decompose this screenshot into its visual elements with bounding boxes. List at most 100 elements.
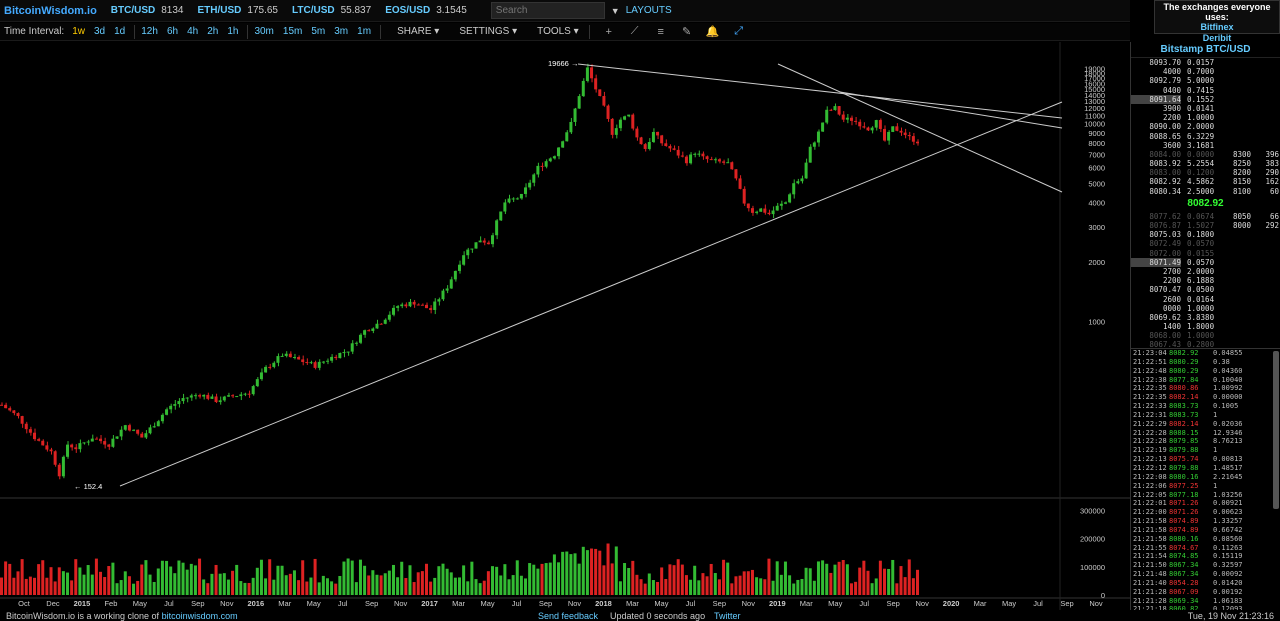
volume-bar bbox=[515, 560, 519, 595]
candle-body bbox=[775, 205, 779, 211]
search-dropdown-icon[interactable]: ▼ bbox=[610, 5, 620, 16]
interval-1w[interactable]: 1w bbox=[72, 26, 85, 37]
crosshair-icon[interactable]: + bbox=[605, 25, 612, 38]
trade-row: 21:22:05 8077.18 1.03256 bbox=[1131, 491, 1280, 500]
ticker-eos[interactable]: EOS/USD 3.1545 bbox=[385, 5, 467, 16]
candle-body bbox=[338, 352, 342, 359]
trade-amount: 8.76213 bbox=[1213, 437, 1243, 446]
trade-price: 8074.85 bbox=[1169, 552, 1199, 561]
trendline-icon[interactable]: ⟋ bbox=[630, 25, 639, 37]
orderbook-ask-row: 8083.92 5.2554 8250 383 bbox=[1131, 159, 1280, 168]
trades-scrollbar[interactable] bbox=[1273, 351, 1279, 509]
volume-bar bbox=[808, 568, 812, 595]
trade-amount: 0.00092 bbox=[1213, 570, 1243, 579]
interval-3m[interactable]: 3m bbox=[334, 26, 349, 37]
volume-bar bbox=[804, 567, 808, 595]
interval-3d[interactable]: 3d bbox=[94, 26, 106, 37]
send-feedback-link[interactable]: Send feedback bbox=[538, 610, 599, 621]
volume-bar bbox=[788, 575, 792, 595]
volume-bar bbox=[631, 560, 635, 595]
candle-body bbox=[796, 181, 800, 184]
depth-price: 8050 bbox=[1232, 211, 1251, 221]
candle-body bbox=[491, 235, 495, 245]
alert-bell-icon[interactable]: 🔔 bbox=[705, 26, 720, 38]
volume-bar bbox=[854, 581, 858, 595]
fullscreen-icon[interactable]: ⤢ bbox=[734, 25, 744, 37]
candle-body bbox=[717, 159, 721, 162]
trade-history[interactable]: 21:23:04 8082.92 0.04855 21:22:51 8080.29 0.3… bbox=[1131, 348, 1280, 610]
candle-body bbox=[565, 132, 569, 142]
price-tick-label: 6000 bbox=[1088, 164, 1105, 173]
trade-row: 21:21:58 8074.89 1.33257 bbox=[1131, 517, 1280, 526]
price-chart[interactable]: 1900018000170001600015000140001300012000… bbox=[0, 42, 1130, 610]
interval-15m[interactable]: 15m bbox=[282, 26, 303, 37]
bid-size: 0.1800 bbox=[1187, 230, 1215, 240]
interval-1d[interactable]: 1d bbox=[114, 26, 126, 37]
volume-bar bbox=[887, 568, 891, 595]
trade-price: 8088.15 bbox=[1169, 428, 1199, 437]
trade-row: 21:22:28 8079.85 8.76213 bbox=[1131, 437, 1280, 446]
trend-line bbox=[577, 63, 1063, 119]
interval-1m[interactable]: 1m bbox=[357, 26, 372, 37]
layouts-link[interactable]: LAYOUTS bbox=[625, 5, 672, 16]
volume-bar bbox=[268, 559, 272, 595]
volume-bar bbox=[424, 563, 428, 595]
trade-price: 8083.73 bbox=[1169, 410, 1199, 419]
volume-bar bbox=[519, 575, 523, 595]
volume-bar bbox=[656, 581, 660, 595]
interval-4h[interactable]: 4h bbox=[187, 26, 199, 37]
candle-body bbox=[581, 80, 585, 97]
exchange-link-deribit[interactable]: Deribit bbox=[1202, 33, 1232, 43]
candle-body bbox=[466, 249, 470, 256]
volume-bar bbox=[478, 583, 482, 595]
tools-menu[interactable]: TOOLS ▾ bbox=[537, 26, 579, 37]
time-tick-label: Jul bbox=[512, 599, 522, 608]
candle-body bbox=[156, 421, 160, 427]
exchange-link-bitfinex[interactable]: Bitfinex bbox=[1200, 22, 1234, 32]
candle-body bbox=[103, 441, 107, 445]
interval-2h[interactable]: 2h bbox=[207, 26, 219, 37]
candle-body bbox=[185, 397, 189, 399]
price-tick-label: 7000 bbox=[1088, 150, 1105, 159]
horizontal-lines-icon[interactable]: ≡ bbox=[657, 25, 664, 38]
time-tick-label: 2015 bbox=[74, 599, 91, 608]
candle-body bbox=[396, 306, 400, 308]
ticker-eth[interactable]: ETH/USD 175.65 bbox=[198, 5, 279, 16]
candle-body bbox=[41, 440, 45, 446]
share-menu[interactable]: SHARE ▾ bbox=[397, 26, 440, 37]
candle-body bbox=[301, 359, 305, 363]
interval-1h[interactable]: 1h bbox=[227, 26, 239, 37]
ticker-btc[interactable]: BTC/USD 8134 bbox=[111, 5, 184, 16]
bid-size: 6.1888 bbox=[1187, 276, 1215, 286]
pencil-icon[interactable]: ✎ bbox=[682, 26, 692, 38]
interval-6h[interactable]: 6h bbox=[166, 26, 179, 37]
interval-30m[interactable]: 30m bbox=[254, 26, 274, 37]
search-input[interactable] bbox=[490, 2, 605, 19]
candle-body bbox=[672, 148, 676, 150]
time-tick-label: Mar bbox=[278, 599, 291, 608]
candle-body bbox=[540, 165, 544, 167]
ask-size: 0.1200 bbox=[1187, 168, 1215, 178]
interval-12h[interactable]: 12h bbox=[141, 26, 158, 37]
volume-bar bbox=[165, 560, 169, 595]
volume-bar bbox=[61, 571, 65, 595]
settings-menu[interactable]: SETTINGS ▾ bbox=[459, 26, 518, 37]
volume-bar bbox=[610, 563, 614, 595]
ticker-ltc[interactable]: LTC/USD 55.837 bbox=[292, 5, 371, 16]
time-tick-label: May bbox=[307, 599, 321, 608]
footer-source-link[interactable]: bitcoinwisdom.com bbox=[161, 610, 238, 621]
bid-price: 8072.00 bbox=[1149, 248, 1181, 258]
low-price-label: ← 152.4 bbox=[74, 482, 102, 491]
footer-note-text: BitcoinWisdom.io is a working clone of bbox=[6, 610, 162, 621]
candle-body bbox=[882, 128, 886, 141]
volume-bar bbox=[218, 573, 222, 595]
ask-price: 8092.79 bbox=[1149, 76, 1181, 86]
trade-row: 21:21:48 8067.34 0.00092 bbox=[1131, 570, 1280, 579]
candle-body bbox=[239, 394, 243, 397]
twitter-link[interactable]: Twitter bbox=[714, 610, 741, 621]
volume-bar bbox=[816, 561, 820, 595]
interval-5m[interactable]: 5m bbox=[311, 26, 326, 37]
brand-logo[interactable]: BitcoinWisdom.io bbox=[4, 4, 97, 17]
trade-time: 21:22:06 bbox=[1133, 481, 1167, 490]
trade-amount: 0.04855 bbox=[1213, 349, 1243, 357]
